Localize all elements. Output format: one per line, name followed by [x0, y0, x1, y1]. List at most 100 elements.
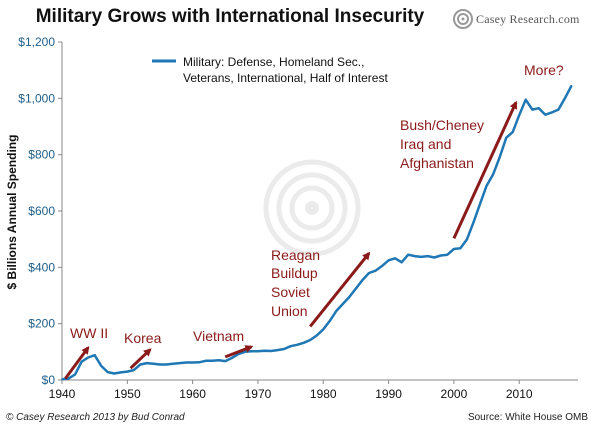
data-point [106, 371, 109, 373]
data-point [524, 98, 527, 101]
brand-logo: Casey Research.com [452, 6, 598, 32]
x-tick-label: 2010 [506, 387, 533, 401]
data-point [119, 371, 122, 374]
chart-title: Military Grows with International Insecu… [35, 6, 425, 27]
data-point [492, 173, 494, 176]
y-tick-label: $1,200 [18, 35, 55, 49]
x-tick-label: 1990 [375, 387, 402, 401]
data-point [152, 362, 155, 365]
data-point [440, 254, 442, 257]
data-point [204, 360, 207, 362]
data-point [185, 361, 187, 364]
data-point [211, 360, 214, 362]
data-point [139, 363, 142, 366]
data-point [433, 256, 436, 259]
data-point [400, 261, 403, 264]
data-point [283, 348, 285, 350]
data-point [459, 247, 462, 249]
annotation-arrow [64, 345, 90, 380]
data-point [348, 296, 351, 298]
y-axis-label: $ Billions Annual Spending [5, 135, 19, 290]
data-point [413, 255, 416, 257]
data-point [133, 369, 135, 371]
data-point [93, 354, 96, 357]
y-axis-ticks: $0 $200 $400 $600 $800 $1,000 $1,200 [18, 35, 62, 387]
data-point [426, 255, 429, 257]
annotation-afghanistan: Afghanistan [400, 155, 474, 171]
data-point [466, 238, 468, 240]
y-tick-label: $800 [28, 148, 55, 162]
data-point [420, 256, 423, 258]
x-tick-label: 1950 [114, 387, 141, 401]
data-point [328, 320, 331, 322]
data-point [511, 131, 514, 133]
annotation-arrow [129, 348, 152, 370]
x-tick-label: 1980 [310, 387, 337, 401]
data-point [381, 265, 383, 267]
annotation-arrow [224, 345, 254, 359]
data-point [244, 351, 246, 353]
data-point [270, 350, 272, 352]
x-tick-label: 2000 [441, 387, 468, 401]
data-point [387, 259, 390, 262]
data-point [172, 362, 174, 365]
data-point [374, 269, 377, 272]
x-axis-ticks: 1940 1950 1960 1970 1980 1990 2000 2010 [49, 380, 533, 401]
data-point [342, 303, 344, 305]
x-tick-label: 1970 [245, 387, 272, 401]
data-point [309, 339, 312, 341]
data-point [544, 113, 547, 116]
data-point [126, 370, 129, 373]
data-point [289, 345, 292, 348]
data-point [315, 334, 318, 337]
data-point [485, 184, 488, 187]
data-point [146, 362, 148, 364]
annotation-arrow [309, 251, 371, 328]
data-point [159, 363, 161, 366]
data-point [322, 328, 325, 331]
data-point [551, 111, 553, 114]
series-points [61, 84, 573, 380]
watermark-target-icon [263, 159, 361, 257]
legend: Military: Defense, Homeland Sec., Vetera… [152, 55, 388, 85]
data-point [361, 279, 364, 281]
data-point [453, 248, 455, 250]
data-point [498, 156, 501, 159]
data-point [557, 108, 560, 111]
y-tick-label: $400 [28, 260, 55, 274]
data-point [263, 349, 266, 352]
y-tick-label: $200 [28, 317, 55, 331]
annotation-bush-cheney: Bush/Cheney [400, 117, 484, 133]
data-point [531, 108, 534, 111]
annotation-more: More? [524, 62, 564, 78]
data-point [100, 365, 102, 367]
copyright-text: © Casey Research 2013 by Bud Conrad [6, 412, 185, 423]
data-point [276, 349, 279, 351]
data-point [368, 272, 370, 274]
brand-name: Casey Research.com [476, 12, 580, 26]
target-icon [453, 9, 473, 29]
data-point [302, 342, 305, 344]
data-point [191, 361, 194, 364]
legend-entry-line-2: Veterans, International, Half of Interes… [183, 71, 388, 85]
data-point [394, 257, 396, 260]
data-point [80, 360, 83, 363]
data-point [564, 97, 566, 100]
data-point [538, 107, 540, 109]
data-point [335, 310, 338, 312]
data-point [178, 362, 181, 364]
data-point [518, 114, 521, 117]
data-point [237, 353, 240, 355]
data-point [87, 356, 89, 359]
annotation-union: Union [271, 303, 308, 319]
data-point [570, 84, 573, 87]
data-point [67, 377, 70, 380]
source-text: Source: White House OMB [467, 412, 588, 423]
data-point [472, 221, 475, 224]
data-point [61, 378, 63, 380]
data-point [257, 350, 259, 353]
y-tick-label: $1,000 [18, 91, 55, 105]
data-point [74, 373, 76, 376]
y-tick-label: $0 [42, 373, 56, 387]
